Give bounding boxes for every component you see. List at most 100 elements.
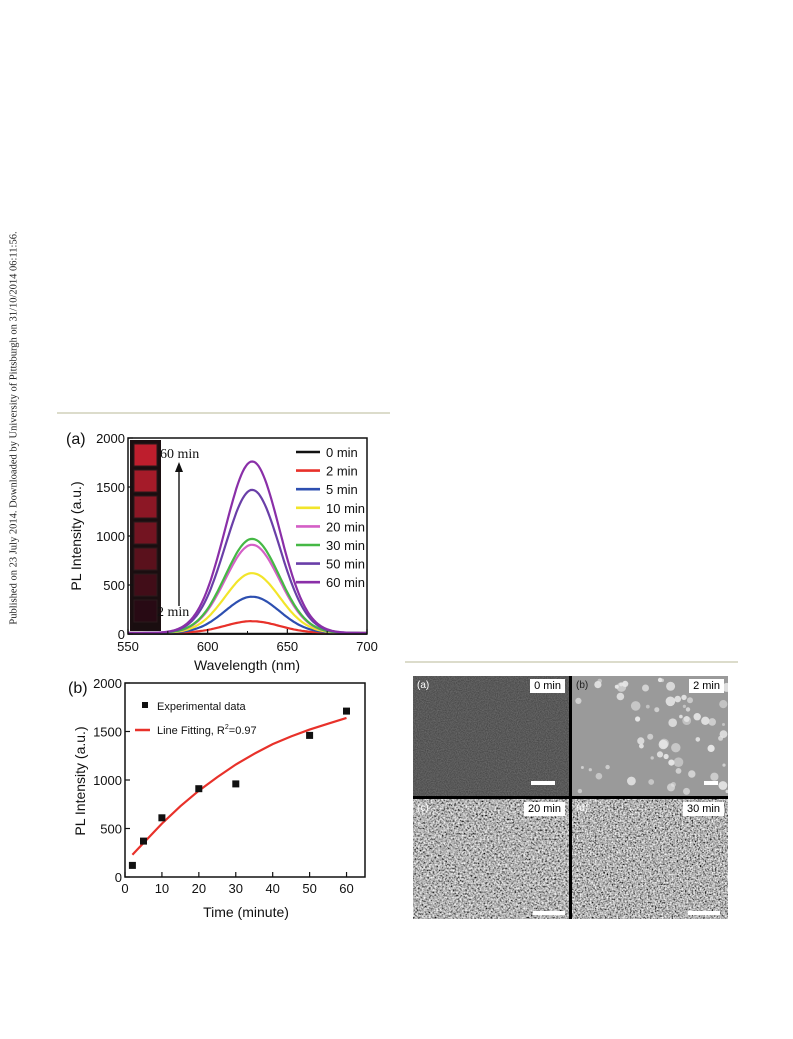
particle [588,768,592,772]
sample-strip [133,599,158,623]
particle [722,763,726,767]
spectra-legend: 0 min 2 min 5 min 10 min 20 min 30 min 50 min 6… [296,445,365,590]
time-arrow [175,462,183,606]
particle [657,677,663,683]
particle [681,694,687,701]
legend-label: 20 min [326,519,365,534]
sample-strip [133,443,158,467]
y-tick-label: 500 [103,578,125,593]
scale-bar [688,911,720,915]
panel-a-label: (a) [66,431,86,448]
divider-left [57,412,390,414]
particle [642,684,649,692]
particle [637,737,645,745]
sem-image-b-letter: (b) [576,680,589,691]
particle [674,695,681,703]
particle [616,682,627,692]
particle [663,753,669,760]
particle [616,692,625,701]
particle [685,707,691,712]
particle [682,704,686,708]
x-tick-label: 550 [117,639,139,654]
scale-bar [533,911,565,915]
particle [671,743,681,753]
sample-photo-inset [130,440,161,631]
sem-image-a-letter: (a) [417,680,430,691]
inset-label-top: 60 min [160,447,199,462]
sem-image-a-time: 0 min [530,679,565,693]
particle [648,779,655,785]
sem-image-b: (b) 2 min [572,676,728,796]
particle [725,789,728,794]
sem-image-d: (d) 30 min [572,799,728,919]
particle [639,743,644,749]
particle [683,716,690,722]
sem-image-a: (a) 0 min [413,676,569,796]
sample-strip [133,547,158,571]
x-tick-label: 700 [356,639,378,654]
x-axis-label: Wavelength (nm) [194,657,300,673]
particle [595,772,603,780]
particle [668,759,675,766]
y-tick-label: 0 [118,627,125,642]
particle [630,701,641,711]
scale-bar [704,781,718,785]
particle [605,764,610,770]
sem-image-c: (c) 20 min [413,799,569,919]
sample-strip [133,495,158,519]
particle [718,781,728,790]
particle [650,756,654,760]
sample-strip [133,521,158,545]
y-tick-label: 1000 [96,529,125,544]
particle [708,718,716,726]
particle [658,739,668,750]
divider-right [405,661,738,663]
inset-label-bottom: 2 min [157,605,189,620]
particle [597,678,602,684]
particle [580,766,584,769]
x-tick-label: 600 [197,639,219,654]
particle [679,714,683,719]
legend-label: 30 min [326,538,365,553]
particle [710,772,719,781]
y-tick-label: 1500 [96,480,125,495]
x-tick-label: 650 [276,639,298,654]
sem-image-d-letter: (d) [576,803,589,814]
sem-image-d-time: 30 min [682,802,724,816]
legend-label: 60 min [326,575,365,590]
particle [707,744,715,752]
y-tick-label: 2000 [96,431,125,446]
particle [722,723,725,726]
particle [665,696,676,707]
particle [719,700,728,709]
particle [683,787,690,795]
particle [667,783,675,792]
particle [666,681,676,691]
particle [675,768,682,774]
particle [687,697,693,704]
legend-label: 50 min [326,557,365,572]
sem-image-c-time: 20 min [523,802,565,816]
legend-label: 5 min [326,482,358,497]
particle [635,716,641,722]
sample-strip [133,469,158,493]
sem-image-b-time: 2 min [689,679,724,693]
particle [688,770,696,778]
scale-bar [531,781,555,785]
particle [656,751,664,758]
particle [701,716,710,725]
particle [647,733,654,740]
particle [627,776,636,786]
particle [577,788,583,794]
particle [645,704,650,709]
particle [695,737,701,742]
particle [575,697,582,704]
particle [673,757,684,767]
legend-label: 2 min [326,464,358,479]
legend-label: 0 min [326,445,358,460]
particle [719,730,728,738]
y-axis-label: PL Intensity (a.u.) [68,481,84,590]
sem-image-c-letter: (c) [417,803,429,814]
particle [619,682,623,687]
particle [693,713,701,721]
